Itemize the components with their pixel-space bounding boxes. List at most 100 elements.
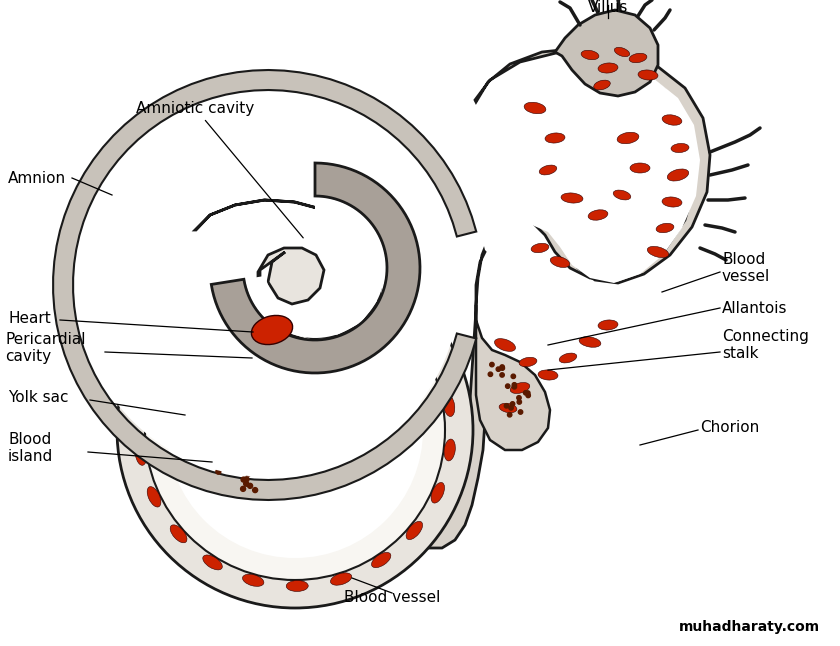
- Circle shape: [246, 471, 251, 476]
- Circle shape: [517, 400, 522, 404]
- Ellipse shape: [662, 197, 682, 207]
- Circle shape: [252, 435, 257, 439]
- Ellipse shape: [371, 552, 391, 568]
- Circle shape: [240, 486, 245, 492]
- Text: Amniotic cavity: Amniotic cavity: [136, 101, 303, 238]
- Text: Connecting
stalk: Connecting stalk: [722, 329, 809, 361]
- Circle shape: [167, 302, 423, 558]
- Circle shape: [500, 373, 504, 377]
- Circle shape: [512, 382, 517, 387]
- Circle shape: [241, 477, 246, 482]
- Circle shape: [488, 372, 492, 377]
- Circle shape: [506, 384, 510, 388]
- Ellipse shape: [614, 47, 630, 57]
- Circle shape: [218, 444, 223, 449]
- Circle shape: [251, 461, 256, 466]
- Ellipse shape: [444, 395, 454, 417]
- Circle shape: [242, 433, 247, 439]
- Circle shape: [518, 410, 522, 414]
- Circle shape: [496, 367, 501, 371]
- Ellipse shape: [147, 486, 161, 507]
- Polygon shape: [212, 163, 420, 373]
- Circle shape: [215, 455, 220, 460]
- Polygon shape: [195, 200, 382, 342]
- Text: Chorion: Chorion: [700, 421, 759, 435]
- Ellipse shape: [545, 133, 565, 143]
- Ellipse shape: [559, 353, 577, 363]
- Circle shape: [222, 447, 227, 452]
- Polygon shape: [388, 48, 710, 548]
- Circle shape: [507, 413, 512, 417]
- Ellipse shape: [171, 525, 187, 543]
- Ellipse shape: [406, 521, 423, 539]
- Circle shape: [504, 404, 509, 408]
- Text: Blood
vessel: Blood vessel: [722, 252, 770, 284]
- Ellipse shape: [538, 370, 558, 380]
- Ellipse shape: [431, 483, 444, 503]
- Ellipse shape: [444, 439, 455, 461]
- Circle shape: [511, 374, 516, 379]
- Circle shape: [500, 365, 504, 370]
- Circle shape: [253, 438, 258, 443]
- Circle shape: [500, 366, 505, 370]
- Ellipse shape: [598, 63, 618, 73]
- Text: Villus: Villus: [588, 0, 628, 15]
- Circle shape: [245, 449, 250, 454]
- Circle shape: [244, 477, 249, 482]
- Text: muhadharaty.com: muhadharaty.com: [679, 620, 820, 634]
- Circle shape: [253, 488, 258, 493]
- Ellipse shape: [662, 115, 682, 125]
- Circle shape: [213, 449, 218, 454]
- Circle shape: [202, 443, 207, 448]
- Text: Blood
island: Blood island: [8, 432, 53, 464]
- Ellipse shape: [630, 163, 650, 173]
- Ellipse shape: [638, 70, 658, 80]
- Ellipse shape: [561, 193, 583, 203]
- Ellipse shape: [330, 573, 352, 585]
- Circle shape: [216, 452, 221, 457]
- Circle shape: [509, 406, 513, 410]
- Circle shape: [225, 434, 230, 439]
- Circle shape: [511, 402, 515, 406]
- Ellipse shape: [667, 169, 689, 181]
- Ellipse shape: [495, 339, 516, 351]
- Ellipse shape: [286, 581, 308, 592]
- Ellipse shape: [588, 210, 608, 220]
- Circle shape: [228, 453, 234, 459]
- Circle shape: [234, 445, 239, 450]
- Circle shape: [526, 391, 530, 395]
- Ellipse shape: [617, 132, 639, 144]
- Text: Amnion: Amnion: [8, 171, 66, 185]
- Ellipse shape: [579, 337, 601, 348]
- Ellipse shape: [629, 54, 647, 63]
- Circle shape: [241, 454, 246, 459]
- Circle shape: [267, 466, 271, 472]
- Ellipse shape: [524, 102, 546, 114]
- Ellipse shape: [656, 224, 674, 233]
- Ellipse shape: [539, 165, 557, 175]
- Text: Allantois: Allantois: [722, 300, 788, 315]
- Text: Yolk sac: Yolk sac: [8, 390, 69, 406]
- Text: Blood vessel: Blood vessel: [344, 590, 440, 605]
- Circle shape: [490, 362, 494, 367]
- Circle shape: [512, 384, 517, 389]
- Circle shape: [76, 93, 460, 477]
- Ellipse shape: [135, 444, 147, 465]
- Circle shape: [233, 441, 238, 446]
- Ellipse shape: [594, 80, 611, 90]
- Ellipse shape: [648, 246, 669, 258]
- Circle shape: [248, 454, 253, 459]
- Polygon shape: [555, 10, 658, 96]
- Circle shape: [235, 468, 239, 473]
- Circle shape: [232, 457, 237, 462]
- Ellipse shape: [243, 574, 264, 587]
- Text: Pericardial
cavity: Pericardial cavity: [5, 332, 86, 364]
- Ellipse shape: [519, 357, 537, 367]
- Text: Heart: Heart: [8, 311, 50, 326]
- Ellipse shape: [510, 382, 530, 393]
- Polygon shape: [53, 70, 476, 500]
- Circle shape: [117, 252, 473, 608]
- Polygon shape: [476, 305, 550, 450]
- Circle shape: [248, 483, 253, 488]
- Ellipse shape: [251, 315, 292, 344]
